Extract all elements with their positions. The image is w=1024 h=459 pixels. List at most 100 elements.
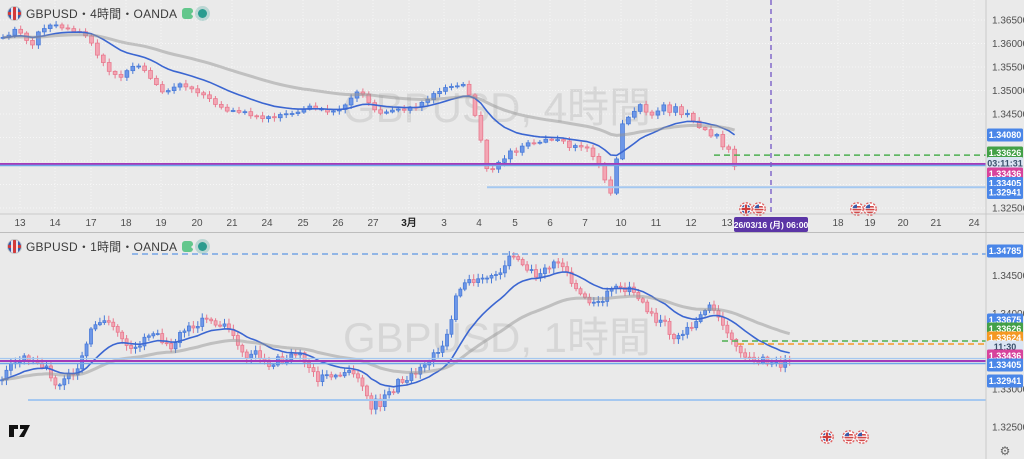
flag-stripe <box>852 208 862 211</box>
price-axis-label: 1.32500 <box>992 204 1024 215</box>
candle-body <box>124 70 130 78</box>
candle-body <box>440 345 445 353</box>
candle-body <box>84 343 89 357</box>
candle-body <box>201 92 206 96</box>
time-axis[interactable]: 13 14 17 18 19 20 21 24 25 26 27 3月 3 4 5 6 7 10 11 12 13 18 1… <box>14 217 980 229</box>
candle-body <box>578 288 583 295</box>
candle-body <box>462 282 467 290</box>
candle-body <box>502 158 507 163</box>
candle-body <box>138 345 142 348</box>
price-badge-timer[interactable]: 03:11:31 <box>987 157 1023 170</box>
time-axis-label: 24 <box>968 218 980 229</box>
chart-background[interactable] <box>0 0 1024 232</box>
price-badge-blue[interactable]: 1.34785 <box>987 244 1023 258</box>
candle-body <box>148 70 153 79</box>
indicator-icon-dot[interactable] <box>198 241 208 251</box>
candle-body <box>384 111 389 114</box>
candle-body <box>472 94 478 116</box>
time-axis-label: 18 <box>832 218 844 229</box>
price-badge-label: 1.33405 <box>989 360 1022 370</box>
candle-body <box>159 84 165 93</box>
price-axis-label: 1.35000 <box>992 86 1024 97</box>
candle-body <box>643 104 649 113</box>
candle-body <box>549 138 554 141</box>
candle-body <box>57 384 62 387</box>
indicator-icon-dot[interactable] <box>198 8 208 18</box>
event-flag <box>852 204 862 214</box>
candle-body <box>661 104 667 112</box>
candle-body <box>266 116 271 119</box>
settings-gear-icon[interactable]: ⚙ <box>1000 444 1011 458</box>
economic-event-icon-us[interactable] <box>752 202 766 216</box>
candle-body <box>484 139 490 170</box>
price-badge-green[interactable]: 1.33626 <box>987 146 1023 160</box>
economic-event-icon-us[interactable] <box>850 202 864 216</box>
candle-body <box>59 24 65 29</box>
price-badge-blue[interactable]: 1.34080 <box>987 128 1023 142</box>
event-flag <box>754 204 764 214</box>
candle-body <box>561 139 566 142</box>
flag-stripe <box>844 436 854 439</box>
price-axis-label: 1.34500 <box>992 271 1024 282</box>
candle-body <box>471 279 476 283</box>
candle-body <box>351 370 356 375</box>
price-badge-blue[interactable]: 1.32941 <box>987 374 1023 388</box>
candle-body <box>171 86 177 91</box>
candle-body <box>632 110 637 118</box>
candle-body <box>106 62 112 72</box>
time-axis-label: 14 <box>49 218 61 229</box>
candle-body <box>436 352 441 354</box>
price-badge-label: 1.32941 <box>989 188 1022 198</box>
candle-body <box>721 316 725 326</box>
candle-body <box>405 380 409 383</box>
time-axis-label: 5 <box>512 218 518 229</box>
chart-title-4h[interactable]: GBPUSD・4時間・OANDA <box>26 6 178 21</box>
chart-legend-4h[interactable]: GBPUSD・4時間・OANDA <box>8 4 208 22</box>
candle-body <box>574 282 578 290</box>
candle-body <box>494 274 498 276</box>
candle-body <box>169 343 174 350</box>
candle-body <box>342 372 347 377</box>
price-badge-blue[interactable]: 1.32941 <box>987 186 1023 199</box>
price-badge-blue[interactable]: 1.33405 <box>987 358 1023 372</box>
candle-body <box>743 352 748 358</box>
economic-event-icon-uk[interactable] <box>739 202 753 216</box>
economic-event-icon-us[interactable] <box>855 430 869 444</box>
time-axis-label: 17 <box>85 218 97 229</box>
indicator-icon-square[interactable] <box>182 7 195 19</box>
candle-body <box>645 301 650 313</box>
gbp-flag-icon <box>8 6 21 20</box>
candle-body <box>177 83 183 88</box>
candle-body <box>618 285 623 288</box>
time-axis-label: 27 <box>367 218 379 229</box>
panel-divider[interactable] <box>0 232 1024 233</box>
chart-panel-1h[interactable]: GBPUSD, 1時間5679101112131726/03/16 (月) 06… <box>0 233 1024 459</box>
candle-body <box>65 27 71 30</box>
economic-event-icon-uk[interactable] <box>820 430 834 444</box>
economic-event-icon-us[interactable] <box>863 202 877 216</box>
indicator-icon-square[interactable] <box>182 240 195 252</box>
price-axis[interactable]: 1.36500 1.36000 1.35500 1.35000 1.34500 1.325… <box>992 16 1024 215</box>
candle-body <box>338 374 343 377</box>
time-axis-label: 13 <box>721 218 733 229</box>
candle-body <box>295 111 301 114</box>
flag-canton <box>852 204 857 209</box>
chart-title-1h[interactable]: GBPUSD・1時間・OANDA <box>26 239 178 254</box>
chart-legend-1h[interactable]: GBPUSD・1時間・OANDA <box>8 237 208 255</box>
tradingview-logo[interactable] <box>8 423 32 443</box>
candle-body <box>130 65 136 72</box>
candle-body <box>253 350 258 355</box>
candle-body <box>183 83 189 88</box>
candle-body <box>467 279 472 284</box>
price-axis-label: 1.36500 <box>992 16 1024 27</box>
candle-body <box>511 255 516 258</box>
candle-body <box>702 127 708 131</box>
candle-body <box>236 110 242 113</box>
price-badge-label: 1.33626 <box>989 324 1022 334</box>
candle-body <box>590 147 596 157</box>
candle-body <box>95 42 100 56</box>
date-badge-bg <box>734 217 808 232</box>
candle-body <box>302 352 307 363</box>
economic-event-icon-us[interactable] <box>842 430 856 444</box>
